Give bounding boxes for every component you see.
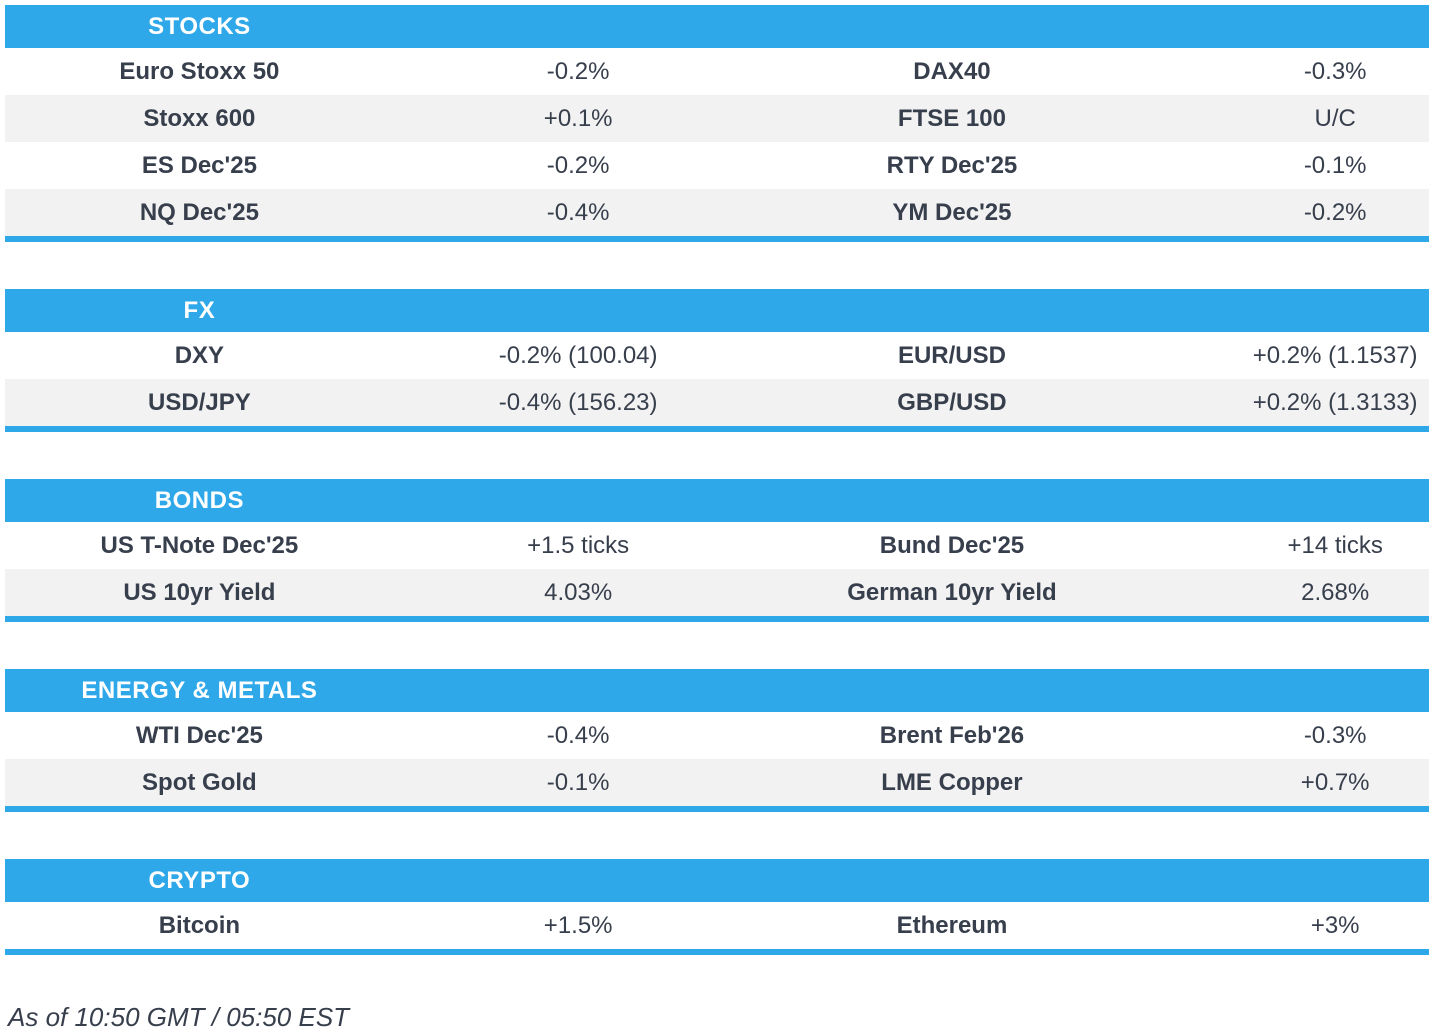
instrument-label-left: NQ Dec'25 (139, 198, 259, 226)
instrument-label-left: US 10yr Yield (123, 578, 276, 606)
instrument-value-right: +14 ticks (1287, 531, 1383, 559)
instrument-value-right: +0.7% (1300, 768, 1370, 796)
instrument-label-left: US T-Note Dec'25 (100, 531, 299, 559)
section-header: CRYPTO (5, 859, 1429, 902)
instrument-label-right: Brent Feb'26 (879, 721, 1025, 749)
instrument-value-left: -0.2% (546, 57, 610, 85)
instrument-value-left: +0.1% (543, 104, 613, 132)
table-row: Spot Gold -0.1% LME Copper +0.7% (5, 759, 1429, 806)
table-row: Stoxx 600 +0.1% FTSE 100 U/C (5, 95, 1429, 142)
table-row: WTI Dec'25 -0.4% Brent Feb'26 -0.3% (5, 712, 1429, 759)
instrument-label-right: FTSE 100 (897, 104, 1006, 132)
as-of-timestamp: As of 10:50 GMT / 05:50 EST (8, 1002, 350, 1032)
section-header: FX (5, 289, 1429, 332)
instrument-label-left: ES Dec'25 (141, 151, 257, 179)
instrument-value-right: U/C (1314, 104, 1356, 132)
instrument-value-left: -0.4% (156.23) (498, 388, 658, 416)
report-footer: As of 10:50 GMT / 05:50 EST (5, 1002, 1429, 1033)
section-title: CRYPTO (148, 866, 251, 894)
table-row: US T-Note Dec'25 +1.5 ticks Bund Dec'25 … (5, 522, 1429, 569)
instrument-value-right: +3% (1310, 911, 1360, 939)
instrument-value-right: -0.1% (1303, 151, 1367, 179)
market-section: STOCKS Euro Stoxx 50 -0.2% DAX40 -0.3% S… (5, 5, 1429, 242)
section-rows: Bitcoin +1.5% Ethereum +3% (5, 902, 1429, 949)
section-title: STOCKS (148, 12, 251, 40)
instrument-value-left: +1.5% (543, 911, 613, 939)
instrument-label-left: Euro Stoxx 50 (119, 57, 280, 85)
instrument-label-right: RTY Dec'25 (886, 151, 1018, 179)
section-title: FX (183, 296, 216, 324)
instrument-value-left: -0.2% (546, 151, 610, 179)
instrument-label-left: Stoxx 600 (143, 104, 256, 132)
market-section: BONDS US T-Note Dec'25 +1.5 ticks Bund D… (5, 479, 1429, 622)
instrument-label-right: EUR/USD (897, 341, 1006, 369)
section-title: BONDS (154, 486, 244, 514)
market-section: ENERGY & METALS WTI Dec'25 -0.4% Brent F… (5, 669, 1429, 812)
instrument-label-right: GBP/USD (897, 388, 1007, 416)
instrument-label-right: DAX40 (913, 57, 991, 85)
instrument-value-left: -0.4% (546, 198, 610, 226)
section-rows: US T-Note Dec'25 +1.5 ticks Bund Dec'25 … (5, 522, 1429, 616)
instrument-label-left: USD/JPY (148, 388, 251, 416)
table-row: US 10yr Yield 4.03% German 10yr Yield 2.… (5, 569, 1429, 616)
instrument-label-left: Spot Gold (142, 768, 257, 796)
table-row: Euro Stoxx 50 -0.2% DAX40 -0.3% (5, 48, 1429, 95)
section-header: STOCKS (5, 5, 1429, 48)
instrument-value-right: +0.2% (1.3133) (1252, 388, 1418, 416)
instrument-value-right: +0.2% (1.1537) (1252, 341, 1418, 369)
instrument-value-left: -0.2% (100.04) (498, 341, 658, 369)
section-header: BONDS (5, 479, 1429, 522)
instrument-label-right: LME Copper (881, 768, 1023, 796)
section-rows: WTI Dec'25 -0.4% Brent Feb'26 -0.3% Spot… (5, 712, 1429, 806)
instrument-label-right: Ethereum (896, 911, 1008, 939)
market-section: FX DXY -0.2% (100.04) EUR/USD +0.2% (1.1… (5, 289, 1429, 432)
instrument-value-right: -0.2% (1303, 198, 1367, 226)
instrument-value-right: 2.68% (1301, 578, 1370, 606)
instrument-label-left: Bitcoin (158, 911, 241, 939)
instrument-label-right: German 10yr Yield (847, 578, 1057, 606)
instrument-value-left: 4.03% (544, 578, 613, 606)
instrument-label-right: YM Dec'25 (892, 198, 1012, 226)
table-row: ES Dec'25 -0.2% RTY Dec'25 -0.1% (5, 142, 1429, 189)
section-rows: Euro Stoxx 50 -0.2% DAX40 -0.3% Stoxx 60… (5, 48, 1429, 236)
instrument-label-right: Bund Dec'25 (879, 531, 1025, 559)
instrument-label-left: WTI Dec'25 (135, 721, 263, 749)
instrument-label-left: DXY (174, 341, 225, 369)
table-row: NQ Dec'25 -0.4% YM Dec'25 -0.2% (5, 189, 1429, 236)
instrument-value-left: +1.5 ticks (527, 531, 630, 559)
market-sections: STOCKS Euro Stoxx 50 -0.2% DAX40 -0.3% S… (5, 5, 1429, 955)
section-title: ENERGY & METALS (81, 676, 318, 704)
market-section: CRYPTO Bitcoin +1.5% Ethereum +3% (5, 859, 1429, 955)
table-row: DXY -0.2% (100.04) EUR/USD +0.2% (1.1537… (5, 332, 1429, 379)
instrument-value-left: -0.4% (546, 721, 610, 749)
section-rows: DXY -0.2% (100.04) EUR/USD +0.2% (1.1537… (5, 332, 1429, 426)
instrument-value-left: -0.1% (546, 768, 610, 796)
table-row: USD/JPY -0.4% (156.23) GBP/USD +0.2% (1.… (5, 379, 1429, 426)
instrument-value-right: -0.3% (1303, 721, 1367, 749)
section-header: ENERGY & METALS (5, 669, 1429, 712)
table-row: Bitcoin +1.5% Ethereum +3% (5, 902, 1429, 949)
instrument-value-right: -0.3% (1303, 57, 1367, 85)
